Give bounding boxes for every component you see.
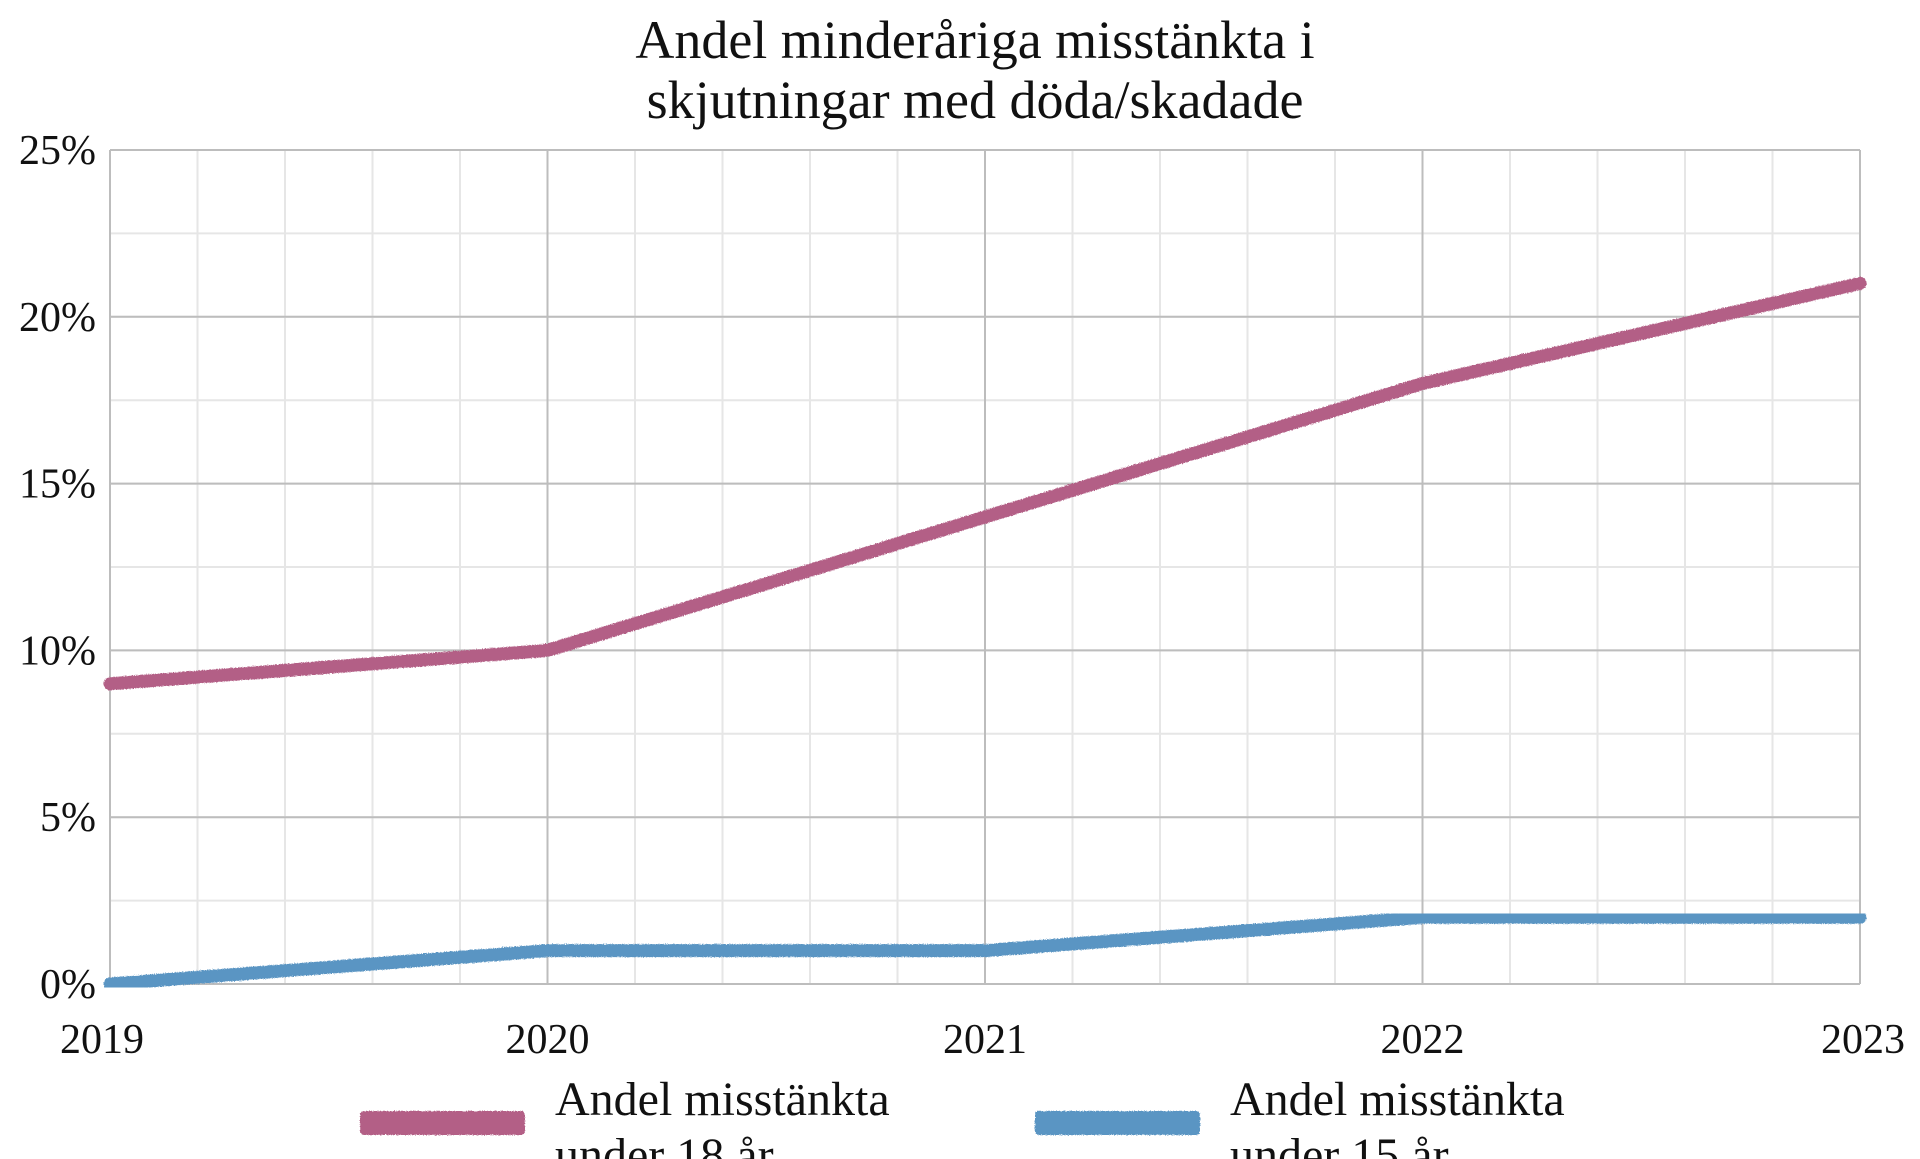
x-tick-label: 2023 <box>1821 1017 1905 1063</box>
legend-label-2: Andel misstänkta <box>1230 1073 1565 1126</box>
y-tick-label: 5% <box>40 795 96 841</box>
y-tick-label: 10% <box>19 628 96 674</box>
chart-title-line-2: skjutningar med döda/skadade <box>647 70 1304 130</box>
chart-title: Andel minderåriga misstänkta i skjutning… <box>635 10 1314 130</box>
y-tick-label: 20% <box>19 295 96 341</box>
series-line-2 <box>103 910 1867 991</box>
legend-label-1: Andel misstänkta <box>555 1073 890 1126</box>
y-axis-tick-labels: 0% 5% 10% 15% 20% 25% <box>19 128 96 1008</box>
x-tick-label: 2019 <box>60 1017 144 1063</box>
x-tick-label: 2022 <box>1381 1017 1465 1063</box>
y-tick-label: 0% <box>40 962 96 1008</box>
chart-title-line-1: Andel minderåriga misstänkta i <box>635 10 1314 70</box>
legend-label-1: under 18 år <box>555 1129 774 1159</box>
legend-label-2: under 15 år <box>1230 1129 1449 1159</box>
legend-swatch-1 <box>360 1111 525 1135</box>
major-gridlines <box>109 149 1861 985</box>
x-tick-label: 2020 <box>506 1017 590 1063</box>
y-tick-label: 15% <box>19 462 96 508</box>
y-tick-label: 25% <box>19 128 96 174</box>
series-line-1 <box>103 276 1867 691</box>
x-tick-label: 2021 <box>943 1017 1027 1063</box>
series-lines <box>103 276 1867 991</box>
legend-swatch-2 <box>1035 1111 1200 1135</box>
x-axis-tick-labels: 2019 2020 2021 2022 2023 <box>60 1017 1905 1063</box>
